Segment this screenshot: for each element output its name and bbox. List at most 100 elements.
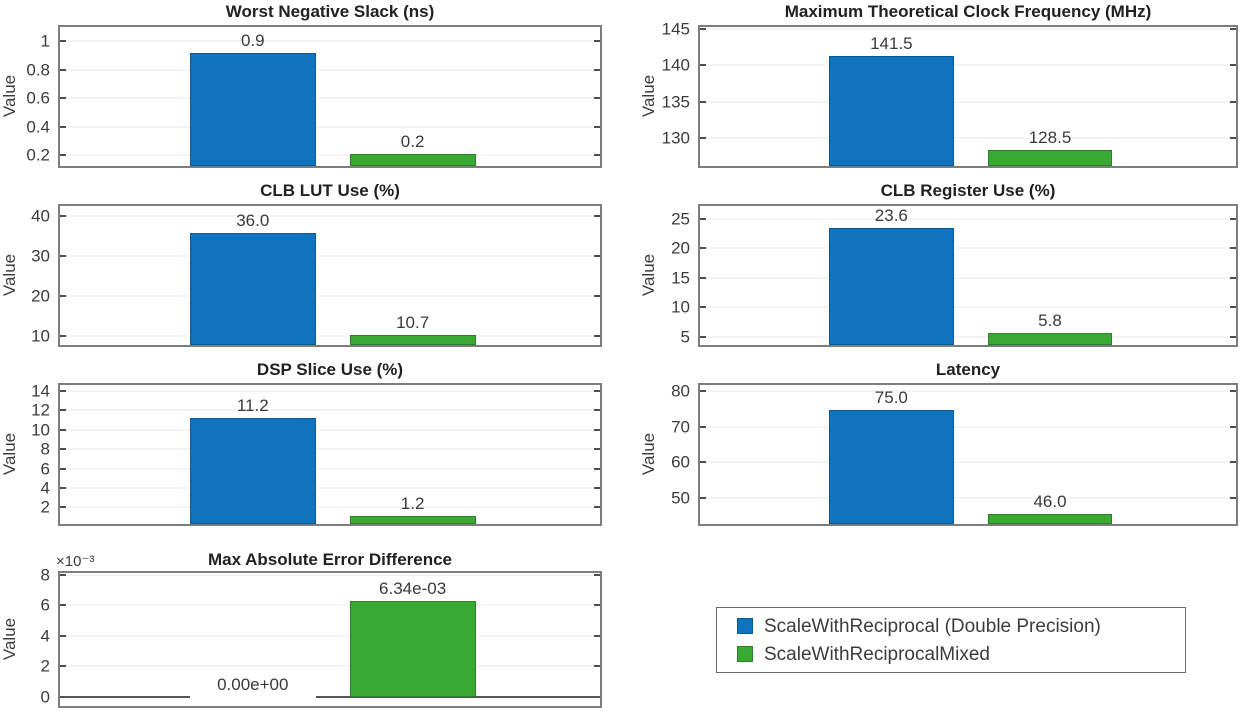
bar-series2: [349, 515, 476, 524]
y-tick-label: 12: [31, 400, 50, 420]
gridline: [700, 101, 1236, 103]
y-tick-mark: [1230, 461, 1236, 464]
subplot-max-absolute-error-difference: Max Absolute Error Difference Value ×10⁻…: [0, 537, 623, 716]
bar-baseline: [60, 695, 190, 698]
gridline: [60, 69, 600, 71]
bar-value-label: 23.6: [874, 206, 908, 226]
bar-series2: [349, 600, 476, 697]
gridline: [60, 448, 600, 450]
y-tick-label: 140: [661, 55, 690, 75]
y-tick-mark: [700, 28, 706, 31]
y-tick-label: 15: [671, 268, 690, 288]
y-tick-mark: [700, 100, 706, 103]
y-tick-label: 0.6: [26, 88, 50, 108]
y-tick-mark: [60, 634, 66, 637]
y-tick-label: 130: [661, 128, 690, 148]
y-tick-label: 4: [40, 626, 50, 646]
y-tick-label: 6: [40, 595, 50, 615]
bar-value-label: 75.0: [874, 387, 908, 407]
y-tick-mark: [700, 217, 706, 220]
y-tick-label: 0.2: [26, 145, 50, 165]
y-tick-mark: [60, 389, 66, 392]
legend: ScaleWithReciprocal (Double Precision) S…: [716, 607, 1186, 673]
y-tick-mark: [60, 506, 66, 509]
y-tick-label: 70: [671, 417, 690, 437]
y-tick-mark: [594, 448, 600, 451]
y-tick-mark: [60, 467, 66, 470]
y-tick-mark: [594, 604, 600, 607]
legend-swatch-green: [737, 646, 753, 662]
subplot-clb-lut-use: CLB LUT Use (%) Value 10 20 30 40 36.0 10.7: [0, 179, 623, 358]
y-axis-label: Value: [639, 432, 658, 476]
y-axis-label: Value: [0, 253, 19, 297]
chart-title: Maximum Theoretical Clock Frequency (MHz…: [784, 2, 1152, 21]
y-tick-mark: [700, 136, 706, 139]
y-tick-mark: [60, 487, 66, 490]
y-tick-mark: [700, 247, 706, 250]
y-tick-mark: [594, 487, 600, 490]
y-tick-mark: [594, 295, 600, 297]
y-tick-mark: [594, 154, 600, 157]
y-tick-mark: [1230, 217, 1236, 220]
y-tick-mark: [1230, 136, 1236, 139]
gridline: [60, 665, 600, 667]
bar-series2: [987, 513, 1113, 524]
gridline: [700, 28, 1236, 30]
bar-value-label: 0.00e+00: [217, 674, 289, 694]
gridline: [60, 506, 600, 508]
y-tick-mark: [700, 335, 706, 338]
gridline: [60, 154, 600, 156]
y-tick-label: 0: [40, 687, 50, 707]
bar-series2: [349, 334, 476, 345]
y-tick-label: 0.8: [26, 60, 50, 80]
chart-title: Max Absolute Error Difference: [207, 550, 453, 569]
gridline: [60, 255, 600, 257]
gridline: [60, 635, 600, 637]
y-tick-mark: [700, 496, 706, 499]
gridline: [700, 277, 1236, 279]
y-axis-label: Value: [639, 74, 658, 118]
y-tick-mark: [1230, 100, 1236, 103]
y-tick-label: 80: [671, 381, 690, 401]
y-tick-mark: [60, 97, 66, 100]
bar-series2: [987, 150, 1113, 166]
y-tick-label: 10: [31, 420, 50, 440]
bar-series1: [189, 232, 316, 345]
bar-value-label: 10.7: [396, 312, 430, 332]
y-tick-label: 8: [40, 439, 50, 459]
bar-value-label: 141.5: [870, 33, 913, 53]
gridline: [60, 335, 600, 337]
y-tick-mark: [594, 573, 600, 576]
subplot-latency: Latency Value 50 60 70 80 75.0 46.0: [623, 358, 1246, 537]
y-tick-mark: [700, 461, 706, 464]
y-tick-mark: [60, 428, 66, 431]
gridline: [60, 409, 600, 411]
y-tick-label: 10: [671, 297, 690, 317]
bar-value-label: 36.0: [236, 210, 270, 230]
bar-baseline: [315, 695, 600, 698]
bar-value-label: 0.2: [400, 131, 425, 151]
y-tick-label: 10: [31, 326, 50, 346]
legend-label: ScaleWithReciprocalMixed: [764, 643, 990, 665]
gridline: [60, 487, 600, 489]
bar-series1: [189, 52, 316, 166]
subplot-worst-negative-slack: Worst Negative Slack (ns) Value 0.2 0.4 0.…: [0, 0, 623, 179]
gridline: [60, 429, 600, 431]
y-tick-mark: [594, 428, 600, 431]
y-axis-label: Value: [0, 74, 19, 118]
plot-area: 2 4 6 8 10 12 14 11.2 1.2: [31, 382, 602, 526]
plot-area: 0 2 4 6 8 0.00e+00 6.34e-03: [41, 566, 602, 708]
y-tick-label: 4: [40, 478, 50, 498]
gridline: [60, 574, 600, 576]
y-tick-mark: [594, 665, 600, 668]
y-tick-mark: [594, 389, 600, 392]
bar-value-label: 1.2: [400, 493, 425, 513]
gridline: [700, 306, 1236, 308]
y-tick-mark: [594, 506, 600, 509]
y-tick-mark: [60, 214, 66, 217]
legend-entry-series2: ScaleWithReciprocalMixed: [737, 642, 1185, 666]
bar-value-label: 128.5: [1028, 128, 1072, 148]
y-tick-mark: [1230, 247, 1236, 250]
y-tick-mark: [594, 254, 600, 257]
subplot-clb-register-use: CLB Register Use (%) Value 5 10 15 20 25 23.6…: [623, 179, 1246, 358]
